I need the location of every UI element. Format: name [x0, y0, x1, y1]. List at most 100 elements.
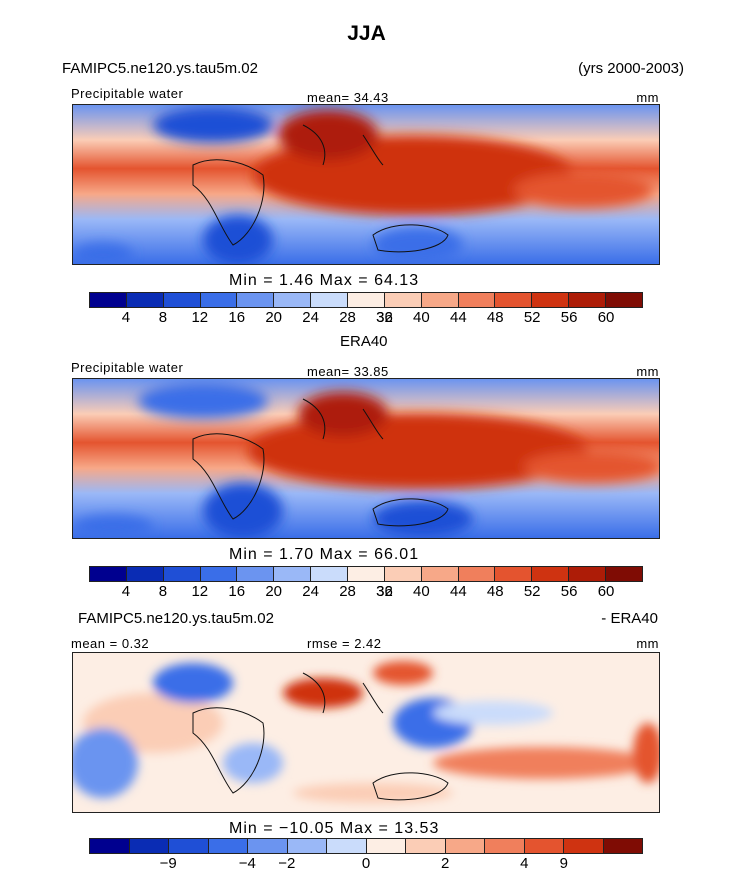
colorbar-tick-label: 40 [413, 309, 430, 326]
colorbar-tick-label: 4 [121, 309, 131, 326]
years-label: (yrs 2000-2003) [578, 60, 684, 77]
colorbar-cell [274, 567, 312, 581]
colorbar-cell [169, 839, 209, 853]
colorbar-cell [603, 839, 642, 853]
colorbar-tick-label: 9 [559, 855, 569, 872]
colorbar-cell [524, 839, 564, 853]
colorbar-cell [606, 293, 642, 307]
colorbar-cell [287, 839, 327, 853]
colorbar-cell [606, 567, 642, 581]
colorbar-cell [445, 839, 485, 853]
colorbar-tick-label: 12 [191, 309, 209, 326]
colorbar-tick-label: 56 [560, 309, 578, 326]
colorbar-tick-label: 20 [265, 309, 282, 326]
units-label: mm [636, 364, 659, 379]
colorbar-cell [366, 839, 406, 853]
mean-label: mean= 34.43 [307, 90, 389, 105]
colorbar-tick-label: 32 [376, 309, 393, 326]
colorbar-tick-label: 48 [486, 309, 504, 326]
colorbar-cell [237, 567, 275, 581]
colorbar-cell [126, 293, 164, 307]
colorbar-cell [129, 839, 169, 853]
colorbar-tick-label: 32 [376, 583, 393, 600]
colorbar-ticks: 4 8 12 16 20 24 28 32 36 40 44 48 52 56 60 [89, 583, 643, 601]
colorbar-cell [495, 293, 533, 307]
colorbar-ticks: 4 8 12 16 20 24 28 32 36 40 44 48 52 56 60 [89, 309, 643, 327]
diff-ref-label: - ERA40 [601, 610, 658, 627]
colorbar-tick-label: 4 [520, 855, 529, 872]
mean-label: mean= 33.85 [307, 364, 389, 379]
colorbar-tick-label: 44 [449, 309, 467, 326]
colorbar-tick-label: 52 [523, 309, 541, 326]
colorbar-cell [90, 567, 127, 581]
colorbar-cell [327, 839, 367, 853]
colorbar-cell [564, 839, 604, 853]
colorbar-obs [89, 566, 643, 582]
model-case-label: FAMIPC5.ne120.ys.tau5m.02 [62, 60, 258, 77]
colorbar-cell [458, 567, 496, 581]
colorbar-tick-label: 60 [597, 583, 615, 600]
colorbar-cell [90, 293, 127, 307]
colorbar-tick-label: 60 [597, 309, 615, 326]
colorbar-cell [163, 293, 201, 307]
colorbar-cell [532, 293, 570, 307]
colorbar-tick-label: 24 [302, 583, 319, 600]
colorbar-cell [126, 567, 164, 581]
colorbar-tick-label: 48 [486, 583, 504, 600]
colorbar-tick-label: 16 [228, 309, 246, 326]
colorbar-cell [200, 567, 238, 581]
colorbar-tick-label: 12 [191, 583, 209, 600]
colorbar-tick-label: −4 [238, 855, 256, 872]
colorbar-tick-label: 20 [265, 583, 282, 600]
colorbar-tick-label: 2 [440, 855, 450, 872]
units-label: mm [636, 636, 659, 651]
colorbar-cell [163, 567, 201, 581]
field-label: Precipitable water [71, 360, 184, 375]
colorbar-tick-label: 36 [376, 309, 393, 326]
colorbar-cell [421, 293, 459, 307]
map-obs [72, 378, 660, 539]
colorbar-tick-label: 8 [158, 309, 168, 326]
colorbar-cell [384, 293, 422, 307]
colorbar-cell [311, 293, 349, 307]
colorbar-cell [421, 567, 459, 581]
colorbar-cell [406, 839, 446, 853]
map-model [72, 104, 660, 265]
colorbar-cell [532, 567, 570, 581]
colorbar-model [89, 292, 643, 308]
colorbar-tick-label: −2 [278, 855, 296, 872]
page-title: JJA [347, 22, 386, 45]
colorbar-tick-label: 44 [449, 583, 467, 600]
obs-field-map [73, 379, 659, 538]
stats-label: Min = −10.05 Max = 13.53 [229, 820, 440, 837]
colorbar-cell [569, 567, 607, 581]
diff-field-map [73, 653, 659, 812]
colorbar-ticks: −9 −4 −2 0 2 4 9 [89, 855, 643, 873]
colorbar-tick-label: 40 [413, 583, 430, 600]
colorbar-tick-label: 28 [339, 583, 356, 600]
obs-case-label: ERA40 [340, 333, 388, 350]
colorbar-tick-label: 28 [339, 309, 356, 326]
diff-case-label: FAMIPC5.ne120.ys.tau5m.02 [78, 610, 274, 627]
colorbar-cell [237, 293, 275, 307]
colorbar-cell [248, 839, 288, 853]
model-field-map [73, 105, 659, 264]
field-label: Precipitable water [71, 86, 184, 101]
mean-label: mean = 0.32 [71, 636, 150, 651]
colorbar-tick-label: −9 [159, 855, 177, 872]
colorbar-cell [495, 567, 533, 581]
colorbar-cell [90, 839, 130, 853]
colorbar-cell [348, 567, 385, 581]
colorbar-cell [311, 567, 349, 581]
colorbar-tick-label: 4 [121, 583, 131, 600]
colorbar-tick-label: 24 [302, 309, 319, 326]
colorbar-tick-label: 16 [228, 583, 246, 600]
stats-label: Min = 1.46 Max = 64.13 [229, 272, 420, 289]
map-diff [72, 652, 660, 813]
colorbar-diff [89, 838, 643, 854]
stats-label: Min = 1.70 Max = 66.01 [229, 546, 420, 563]
colorbar-tick-label: 56 [560, 583, 578, 600]
colorbar-cell [348, 293, 385, 307]
colorbar-tick-label: 52 [523, 583, 541, 600]
colorbar-tick-label: 8 [158, 583, 168, 600]
